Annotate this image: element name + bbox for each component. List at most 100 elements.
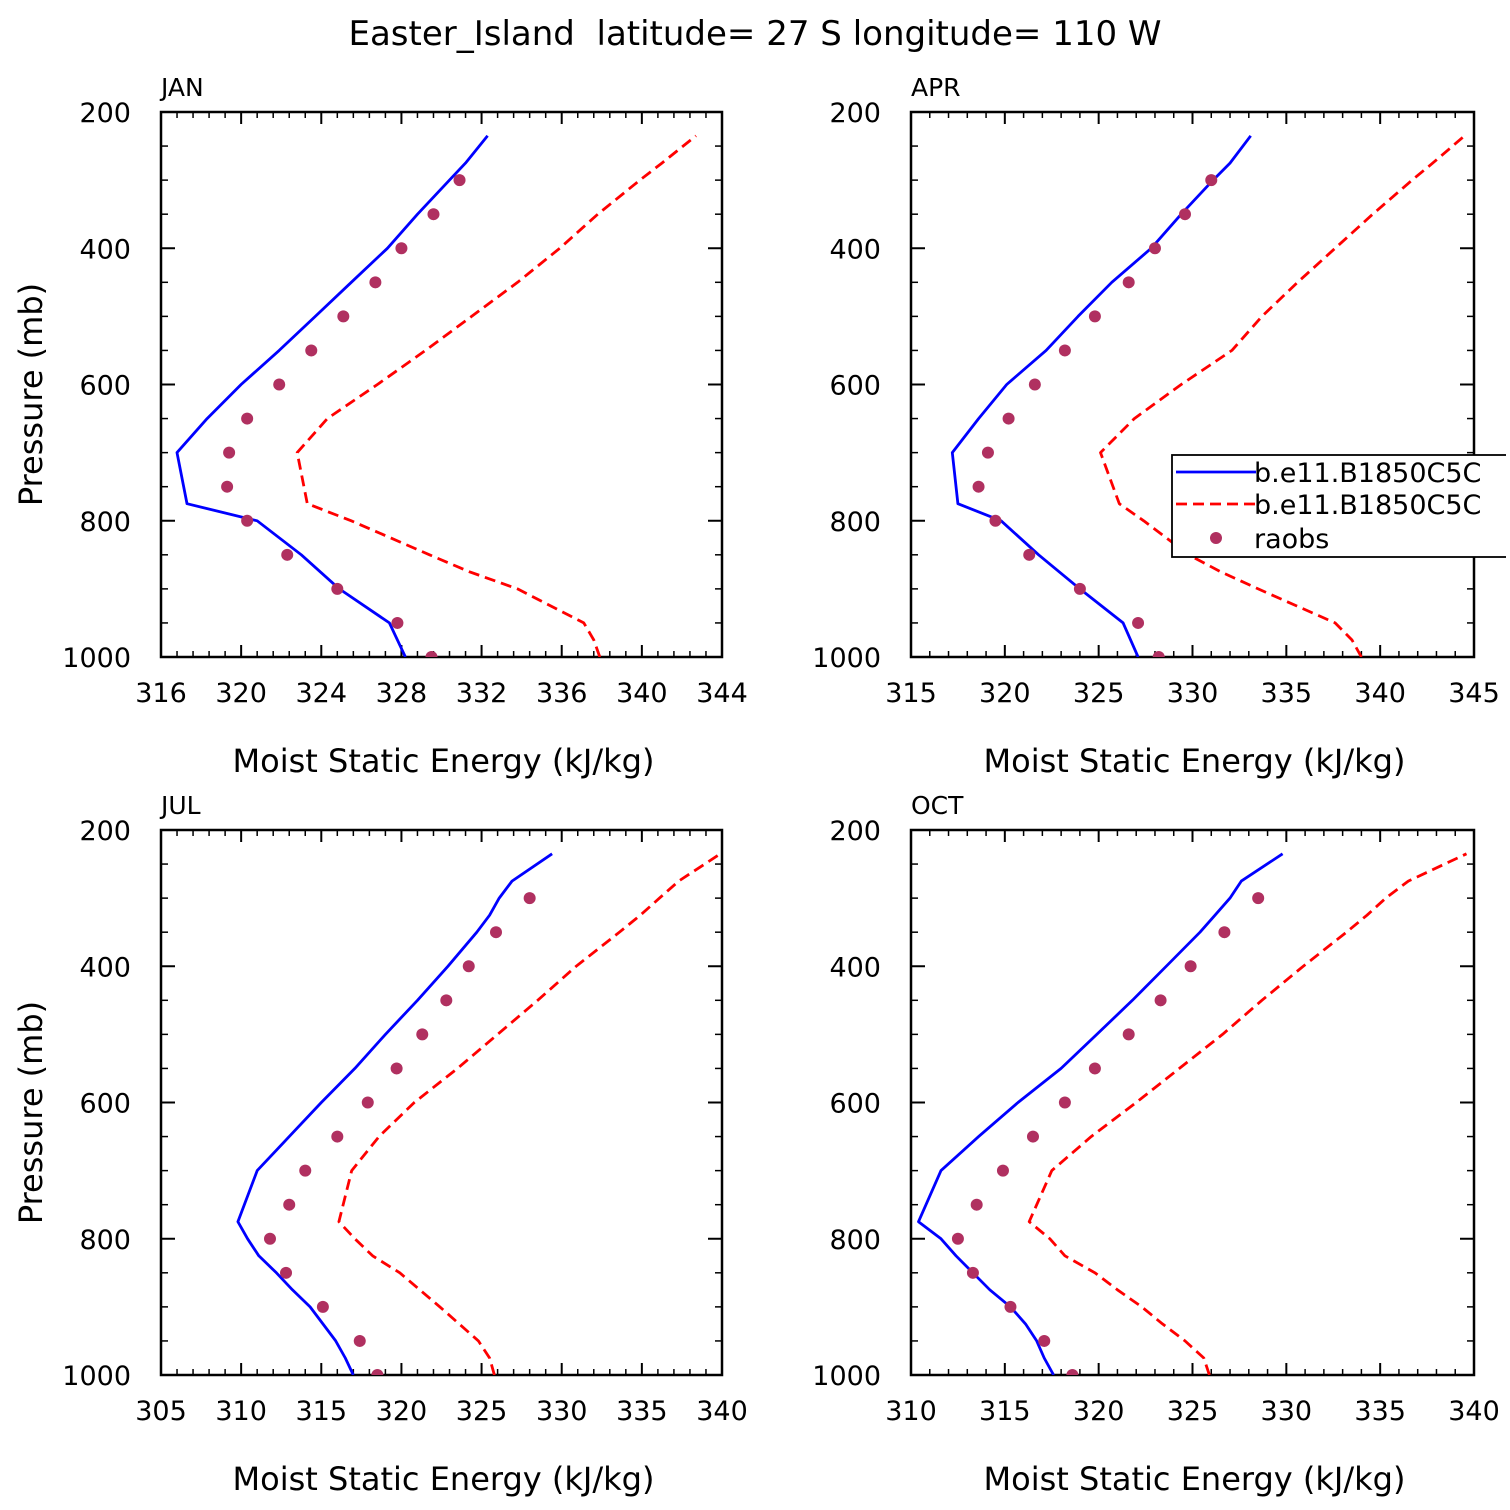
raobs-point bbox=[966, 1266, 979, 1279]
x-tick-label: 320 bbox=[979, 678, 1031, 709]
x-tick-label: 315 bbox=[296, 1396, 348, 1427]
raobs-point bbox=[305, 344, 318, 357]
y-tick-label: 600 bbox=[79, 1089, 131, 1120]
model-solid-line bbox=[950, 134, 1252, 657]
raobs-point bbox=[371, 1369, 384, 1375]
plot-frame bbox=[159, 828, 724, 1377]
x-tick-label: 340 bbox=[1448, 1396, 1500, 1427]
raobs-point bbox=[263, 1232, 276, 1245]
y-tick-label: 800 bbox=[829, 1225, 881, 1256]
model-solid-line bbox=[236, 852, 553, 1375]
x-axis-label: Moist Static Energy (kJ/kg) bbox=[233, 742, 655, 780]
raobs-point bbox=[462, 960, 475, 973]
raobs-point bbox=[391, 616, 404, 629]
raobs-point bbox=[331, 1130, 344, 1143]
x-tick-label: 305 bbox=[135, 1396, 187, 1427]
x-tick-label: 316 bbox=[135, 678, 187, 709]
raobs-point bbox=[1152, 651, 1165, 657]
figure-title: Easter_Island latitude= 27 S longitude= … bbox=[348, 14, 1161, 54]
panel-oct: OCT 310 315 320 325 330 335 340 200 400 600 800 1000… bbox=[812, 791, 1499, 1498]
raobs-point bbox=[1132, 616, 1145, 629]
raobs-point bbox=[1038, 1334, 1051, 1347]
raobs-point bbox=[1088, 1062, 1101, 1075]
y-tick-label: 400 bbox=[829, 952, 881, 983]
y-tick-label: 200 bbox=[79, 98, 131, 129]
raobs-point bbox=[523, 892, 536, 905]
y-tick-label: 1000 bbox=[812, 643, 881, 674]
y-tick-label: 1000 bbox=[62, 1361, 131, 1392]
legend-label: b.e11.B1850C5C bbox=[1254, 458, 1481, 489]
raobs-point bbox=[981, 446, 994, 459]
y-tick-label: 200 bbox=[829, 98, 881, 129]
y-axis-label: Pressure (mb) bbox=[12, 283, 50, 506]
raobs-point bbox=[280, 1266, 293, 1279]
raobs-point bbox=[361, 1096, 374, 1109]
x-tick-label: 340 bbox=[1354, 678, 1406, 709]
raobs-point bbox=[972, 480, 985, 493]
y-tick-label: 400 bbox=[79, 952, 131, 983]
x-tick-label: 328 bbox=[376, 678, 428, 709]
y-tick-label: 600 bbox=[829, 1089, 881, 1120]
y-tick-label: 200 bbox=[79, 816, 131, 847]
raobs-point bbox=[395, 242, 408, 255]
x-axis-label: Moist Static Energy (kJ/kg) bbox=[233, 1460, 655, 1498]
raobs-point bbox=[221, 480, 234, 493]
raobs-point bbox=[1058, 1096, 1071, 1109]
model-dashed-line bbox=[1099, 134, 1466, 657]
raobs-point bbox=[1073, 582, 1086, 595]
raobs-point bbox=[1178, 208, 1191, 221]
raobs-point bbox=[283, 1198, 296, 1211]
plot-frame bbox=[909, 110, 1476, 659]
legend-marker-dot bbox=[1210, 532, 1222, 544]
model-dashed-line bbox=[337, 852, 722, 1375]
x-tick-label: 310 bbox=[885, 1396, 937, 1427]
raobs-point bbox=[1154, 994, 1167, 1007]
x-tick-label: 330 bbox=[536, 1396, 588, 1427]
x-tick-label: 340 bbox=[616, 678, 668, 709]
x-tick-label: 324 bbox=[296, 678, 348, 709]
raobs-point bbox=[1218, 926, 1231, 939]
raobs-point bbox=[1122, 1028, 1135, 1041]
x-tick-label: 330 bbox=[1167, 678, 1219, 709]
x-tick-label: 325 bbox=[456, 1396, 508, 1427]
y-tick-label: 400 bbox=[829, 234, 881, 265]
x-tick-label: 335 bbox=[1354, 1396, 1406, 1427]
raobs-point bbox=[390, 1062, 403, 1075]
panel-jan: JAN 316 320 324 328 332 336 340 344 200 400 600 800 1… bbox=[12, 73, 748, 780]
raobs-point bbox=[970, 1198, 983, 1211]
raobs-point bbox=[1088, 310, 1101, 323]
raobs-point bbox=[223, 446, 236, 459]
raobs-point bbox=[1122, 276, 1135, 289]
raobs-point bbox=[996, 1164, 1009, 1177]
y-tick-label: 600 bbox=[79, 371, 131, 402]
raobs-point bbox=[440, 994, 453, 1007]
raobs-point bbox=[273, 378, 286, 391]
legend-label: b.e11.B1850C5C bbox=[1254, 490, 1481, 521]
raobs-point bbox=[241, 514, 254, 527]
x-tick-label: 310 bbox=[215, 1396, 267, 1427]
raobs-point bbox=[427, 208, 440, 221]
raobs-point bbox=[1026, 1130, 1039, 1143]
x-tick-label: 315 bbox=[885, 678, 937, 709]
raobs-point bbox=[241, 412, 254, 425]
raobs-point bbox=[1184, 960, 1197, 973]
series-group bbox=[236, 852, 722, 1375]
y-tick-label: 1000 bbox=[812, 1361, 881, 1392]
series-group bbox=[175, 134, 697, 657]
raobs-point bbox=[416, 1028, 429, 1041]
raobs-point bbox=[1205, 174, 1218, 187]
x-tick-label: 344 bbox=[696, 678, 748, 709]
raobs-point bbox=[1148, 242, 1161, 255]
raobs-point bbox=[353, 1334, 366, 1347]
raobs-point bbox=[369, 276, 382, 289]
x-tick-label: 335 bbox=[616, 1396, 668, 1427]
x-tick-label: 325 bbox=[1073, 678, 1125, 709]
x-tick-label: 345 bbox=[1448, 678, 1500, 709]
x-tick-label: 330 bbox=[1261, 1396, 1313, 1427]
model-solid-line bbox=[917, 852, 1284, 1375]
panel-title: JUL bbox=[159, 791, 201, 820]
x-tick-label: 340 bbox=[696, 1396, 748, 1427]
raobs-point bbox=[951, 1232, 964, 1245]
